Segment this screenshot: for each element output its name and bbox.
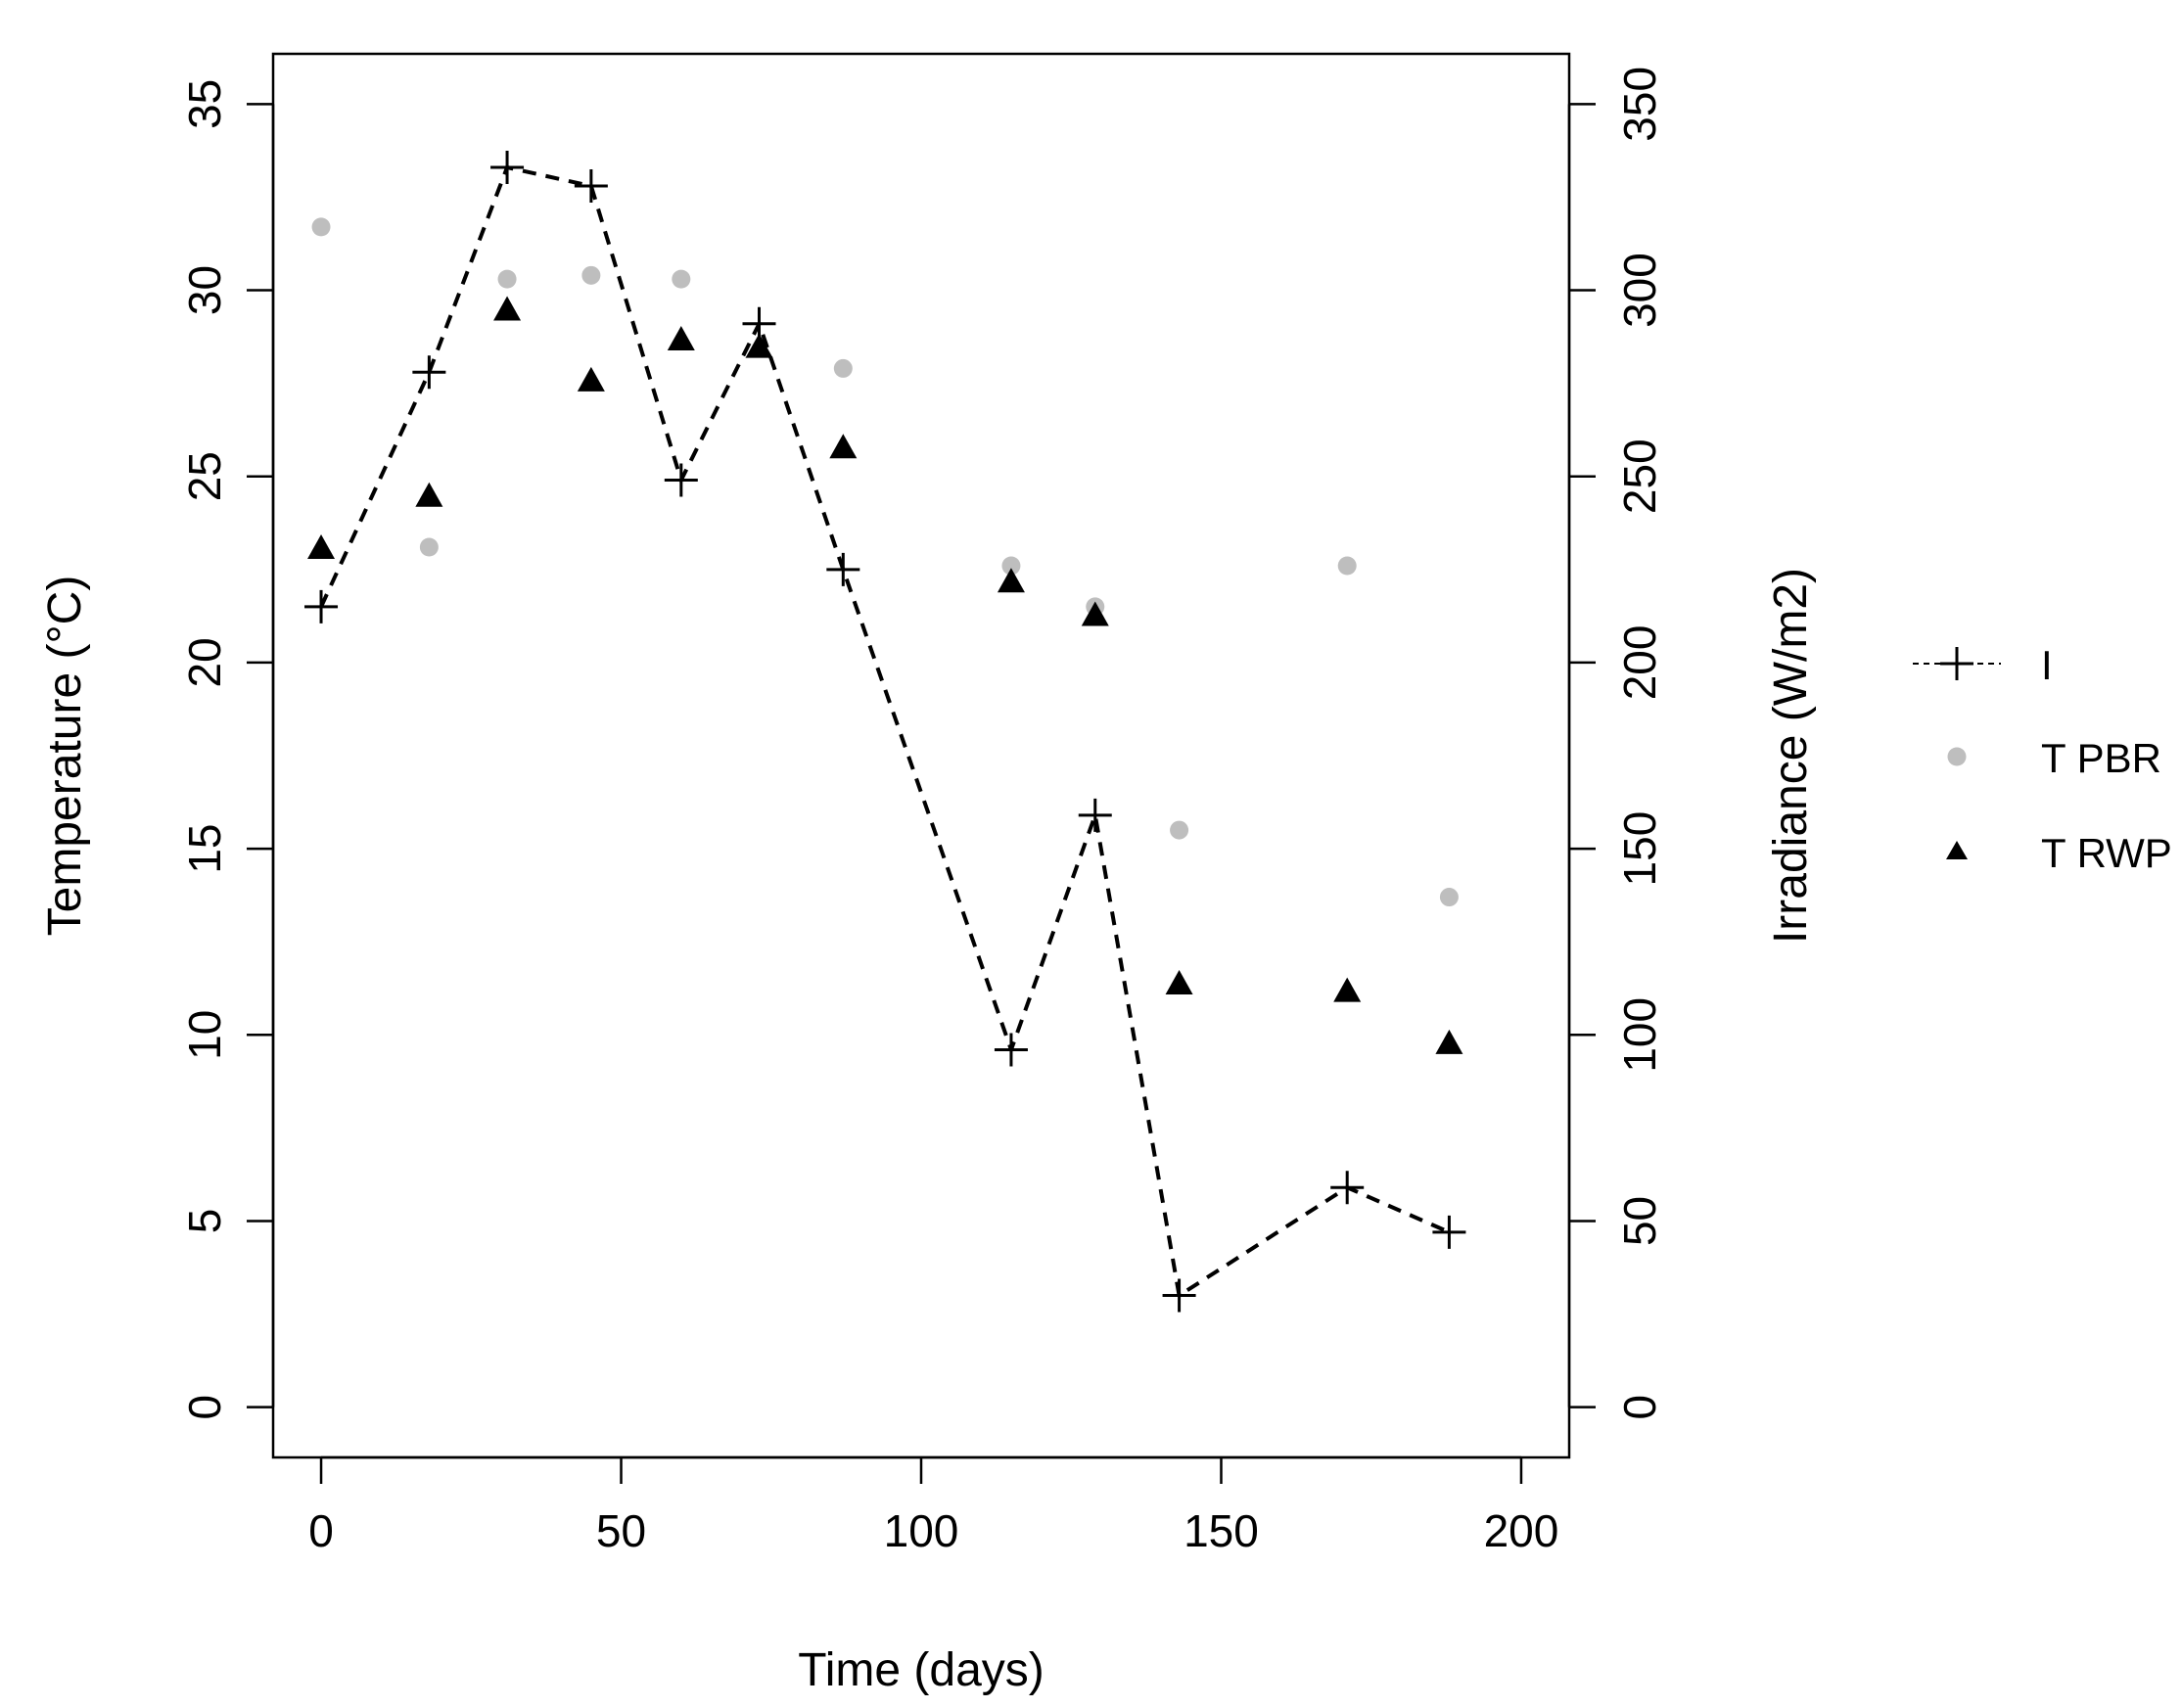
tpbr-point — [581, 265, 601, 285]
legend-i-label: I — [2041, 642, 2053, 688]
legend-tpbr-label: T PBR — [2041, 735, 2161, 781]
tpbr-point — [833, 358, 853, 378]
y-left-tick-label: 25 — [179, 451, 230, 501]
legend: I T PBR T RWP — [1913, 642, 2172, 876]
y-axis-left-label: Temperature (°C) — [39, 576, 91, 937]
y-right-tick-label: 50 — [1614, 1196, 1665, 1246]
y-right-tick-label: 250 — [1614, 439, 1665, 514]
y-left-tick-label: 0 — [179, 1395, 230, 1420]
y-left-tick-label: 30 — [179, 265, 230, 315]
trwp-point — [745, 333, 773, 358]
trwp-point — [667, 325, 695, 350]
tpbr-point — [419, 537, 439, 557]
x-tick-label: 100 — [884, 1505, 959, 1556]
trwp-point — [493, 296, 522, 321]
trwp-point — [829, 434, 858, 459]
y-right-tick-label: 350 — [1614, 67, 1665, 142]
x-tick-label: 200 — [1484, 1505, 1559, 1556]
irradiance-line — [319, 164, 1451, 1299]
y-right-tick-label: 150 — [1614, 811, 1665, 887]
legend-trwp-triangle-icon — [1946, 841, 1968, 859]
tpbr-point — [1001, 556, 1021, 576]
tpbr-point — [311, 217, 331, 237]
y-left-tick-label: 20 — [179, 637, 230, 687]
trwp-point — [1435, 1029, 1463, 1054]
irradiance-point — [826, 552, 860, 586]
x-tick-label: 50 — [596, 1505, 646, 1556]
irradiance-point — [1162, 1278, 1196, 1313]
irradiance-point — [1330, 1171, 1365, 1205]
y-left-tick-label: 15 — [179, 824, 230, 874]
x-tick-label: 0 — [308, 1505, 334, 1556]
trwp-point — [577, 366, 605, 392]
trwp-point — [1081, 601, 1109, 626]
tpbr-point — [497, 269, 517, 289]
irradiance-point — [1432, 1215, 1466, 1249]
tpbr-point — [1337, 556, 1357, 576]
x-tick-label: 150 — [1184, 1505, 1259, 1556]
y-axis-right-label: Irradiance (W/m2) — [1765, 568, 1817, 944]
irradiance-point — [574, 169, 608, 204]
y-left-tick-label: 10 — [179, 1010, 230, 1060]
trwp-point — [1333, 977, 1362, 1002]
y-left-tick-label: 5 — [179, 1209, 230, 1234]
irradiance-point — [490, 151, 525, 185]
irradiance-point — [412, 355, 446, 390]
irradiance-point — [304, 589, 339, 623]
y-left-tick-label: 35 — [179, 79, 230, 129]
legend-trwp-label: T RWP — [2041, 830, 2172, 876]
trwp-point — [415, 482, 443, 507]
y-right-tick-label: 0 — [1614, 1395, 1665, 1420]
irradiance-point — [664, 463, 698, 497]
y-right-tick-label: 200 — [1614, 625, 1665, 701]
tpbr-point — [672, 269, 691, 289]
y-right-tick-label: 100 — [1614, 997, 1665, 1073]
x-axis-label: Time (days) — [798, 1644, 1045, 1696]
y-axis-left: 0 5 10 15 20 25 30 35 — [179, 79, 275, 1420]
y-right-tick-label: 300 — [1614, 253, 1665, 328]
trwp-point — [997, 568, 1025, 593]
y-axis-right: 0 50 100 150 200 250 300 350 — [1567, 67, 1665, 1420]
trwp-point — [1165, 970, 1193, 995]
irradiance-point — [994, 1033, 1028, 1067]
tpbr-point — [1439, 888, 1459, 907]
tpbr-point — [1170, 820, 1189, 840]
series-layer — [304, 151, 1466, 1313]
irradiance-point — [1078, 798, 1112, 832]
plot-frame — [271, 52, 1571, 1459]
x-axis: 0 50 100 150 200 — [308, 1455, 1559, 1556]
trwp-point — [307, 533, 336, 559]
irradiance-point — [742, 306, 776, 341]
legend-tpbr-circle-icon — [1947, 747, 1967, 766]
